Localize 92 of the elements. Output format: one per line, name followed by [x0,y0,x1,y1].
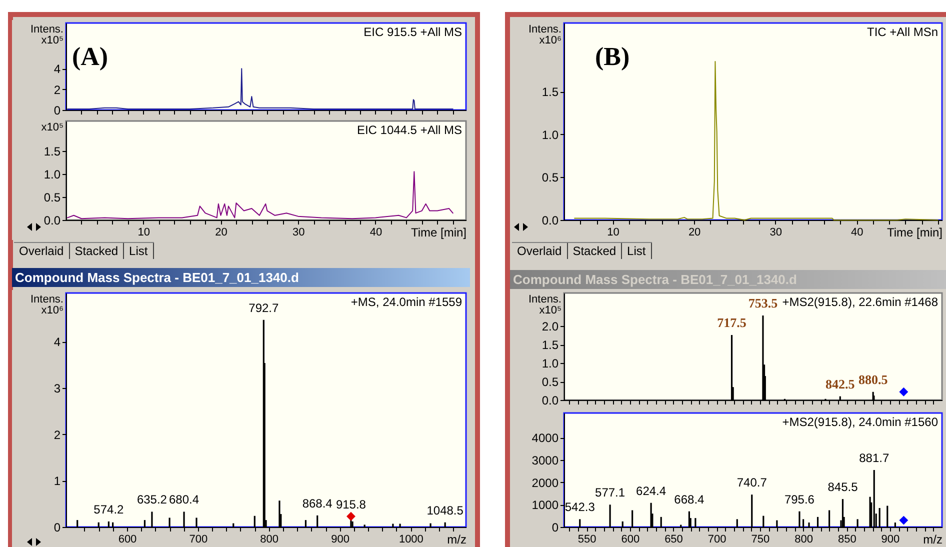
x-axis-title: Time [min] [410,226,466,240]
y-tick-label: 3000 [532,453,559,468]
annotation: 577.1 [595,486,626,500]
y-tick-label: 4 [54,335,61,350]
chart-title: EIC 1044.5 +All MS [356,123,462,137]
annotation: 842.5 [826,376,856,392]
annotation: 574.2 [94,502,124,516]
x-tick-label: 900 [881,534,900,546]
y-tick-label: 0 [552,520,559,534]
annotation: 668.4 [674,492,705,506]
chart-title: TIC +All MSn [866,25,938,39]
x-tick-label: 40 [370,226,382,238]
x-tick-label: 550 [578,534,596,546]
y-tick-label: 1.5 [542,338,559,352]
y-axis-title: Intens. x10⁵ [528,294,562,316]
y-tick-label: 1000 [532,498,559,512]
x-tick-label: 30 [292,226,305,238]
x-tick-label: 30 [770,226,782,238]
annotation: 868.4 [302,496,333,510]
y-tick-label: 0.5 [542,375,559,390]
chart-title: +MS2(915.8), 22.6min #1468 [782,295,938,309]
y-tick-label: 3 [54,381,61,396]
annotation: 542.3 [564,500,596,514]
y-tick-label: 1.0 [44,167,61,182]
annotation: (A) [72,42,108,72]
annotation: 845.5 [828,480,858,494]
x-axis-title: m/z [447,532,466,546]
y-tick-label: 2.0 [542,320,559,334]
annotation: (B) [595,42,630,72]
x-tick-label: 600 [621,534,640,546]
text: Compound Mass Spectra - BE01_7_01_1340.d [12,268,470,287]
x-tick-label: 800 [260,534,279,546]
text: Stacked [70,243,124,259]
annotation: 1048.5 [426,503,464,518]
chart-title: +MS, 24.0min #1559 [350,295,462,309]
line-series [67,171,454,220]
annotation: 680.4 [169,492,200,507]
y-tick-label: 0.0 [542,214,559,228]
x-tick-label: 700 [708,534,726,546]
x-tick-label: 800 [794,534,813,546]
y-tick-label: 2 [54,428,61,442]
y-tick-label: 0 [54,104,61,118]
text: Stacked [568,243,622,259]
y-tick-label: 2 [54,82,61,97]
y-tick-label: 1.5 [542,85,559,100]
annotation: 635.2 [136,492,168,507]
x-tick-label: 700 [189,534,208,546]
x-tick-label: 900 [331,534,350,546]
annotation: 792.7 [248,300,279,315]
y-tick-label: 0 [54,520,61,534]
annotation: 915.8 [336,497,366,512]
y-axis-title: Intens. x10⁶ [30,294,64,316]
y-tick-label: 1.5 [44,144,61,158]
annotation: 881.7 [859,451,890,465]
y-tick-label: 1 [54,474,61,488]
annotation: 624.4 [636,484,666,498]
x-tick-label: 20 [688,226,701,238]
annotation: 880.5 [858,372,888,387]
annotation: 753.5 [748,296,778,311]
y-tick-label: 2000 [532,476,559,490]
x-tick-label: 750 [751,534,770,546]
x-tick-label: 650 [664,534,683,546]
x-axis-title: m/z [923,532,942,546]
text: List [124,243,154,259]
y-axis-title: Intens. x10⁵ [30,24,64,46]
x-tick-label: 10 [607,226,620,238]
x-axis-title: Time [min] [886,226,942,240]
y-tick-label: 4000 [532,431,559,446]
y-axis-title: Intens. x10⁶ [528,24,562,46]
annotation: 740.7 [736,476,768,490]
text: List [622,243,652,259]
y-tick-label: 1.0 [542,356,559,371]
annotation: 717.5 [717,315,747,330]
y-tick-label: 0.0 [44,214,61,228]
text: Overlaid [14,243,70,259]
x-tick-label: 20 [215,226,228,238]
x-tick-label: 1000 [398,534,424,546]
x-tick-label: 10 [138,226,150,238]
chart-title: +MS2(915.8), 24.0min #1560 [782,415,938,429]
chart-title: EIC 915.5 +All MS [364,25,462,39]
y-tick-label: 0.5 [44,190,61,204]
y-tick-label: 0.0 [542,394,559,408]
x-tick-label: 850 [838,534,856,546]
annotation: 795.6 [784,492,815,506]
y-axis-title: x10⁵ [41,122,64,134]
y-tick-label: 1.0 [542,128,559,142]
text: Overlaid [512,243,568,259]
x-tick-label: 600 [118,534,137,546]
y-tick-label: 4 [54,62,61,76]
y-tick-label: 0.5 [542,170,559,185]
x-tick-label: 40 [851,226,864,238]
text: Compound Mass Spectra - BE01_7_01_1340.d [510,270,946,289]
